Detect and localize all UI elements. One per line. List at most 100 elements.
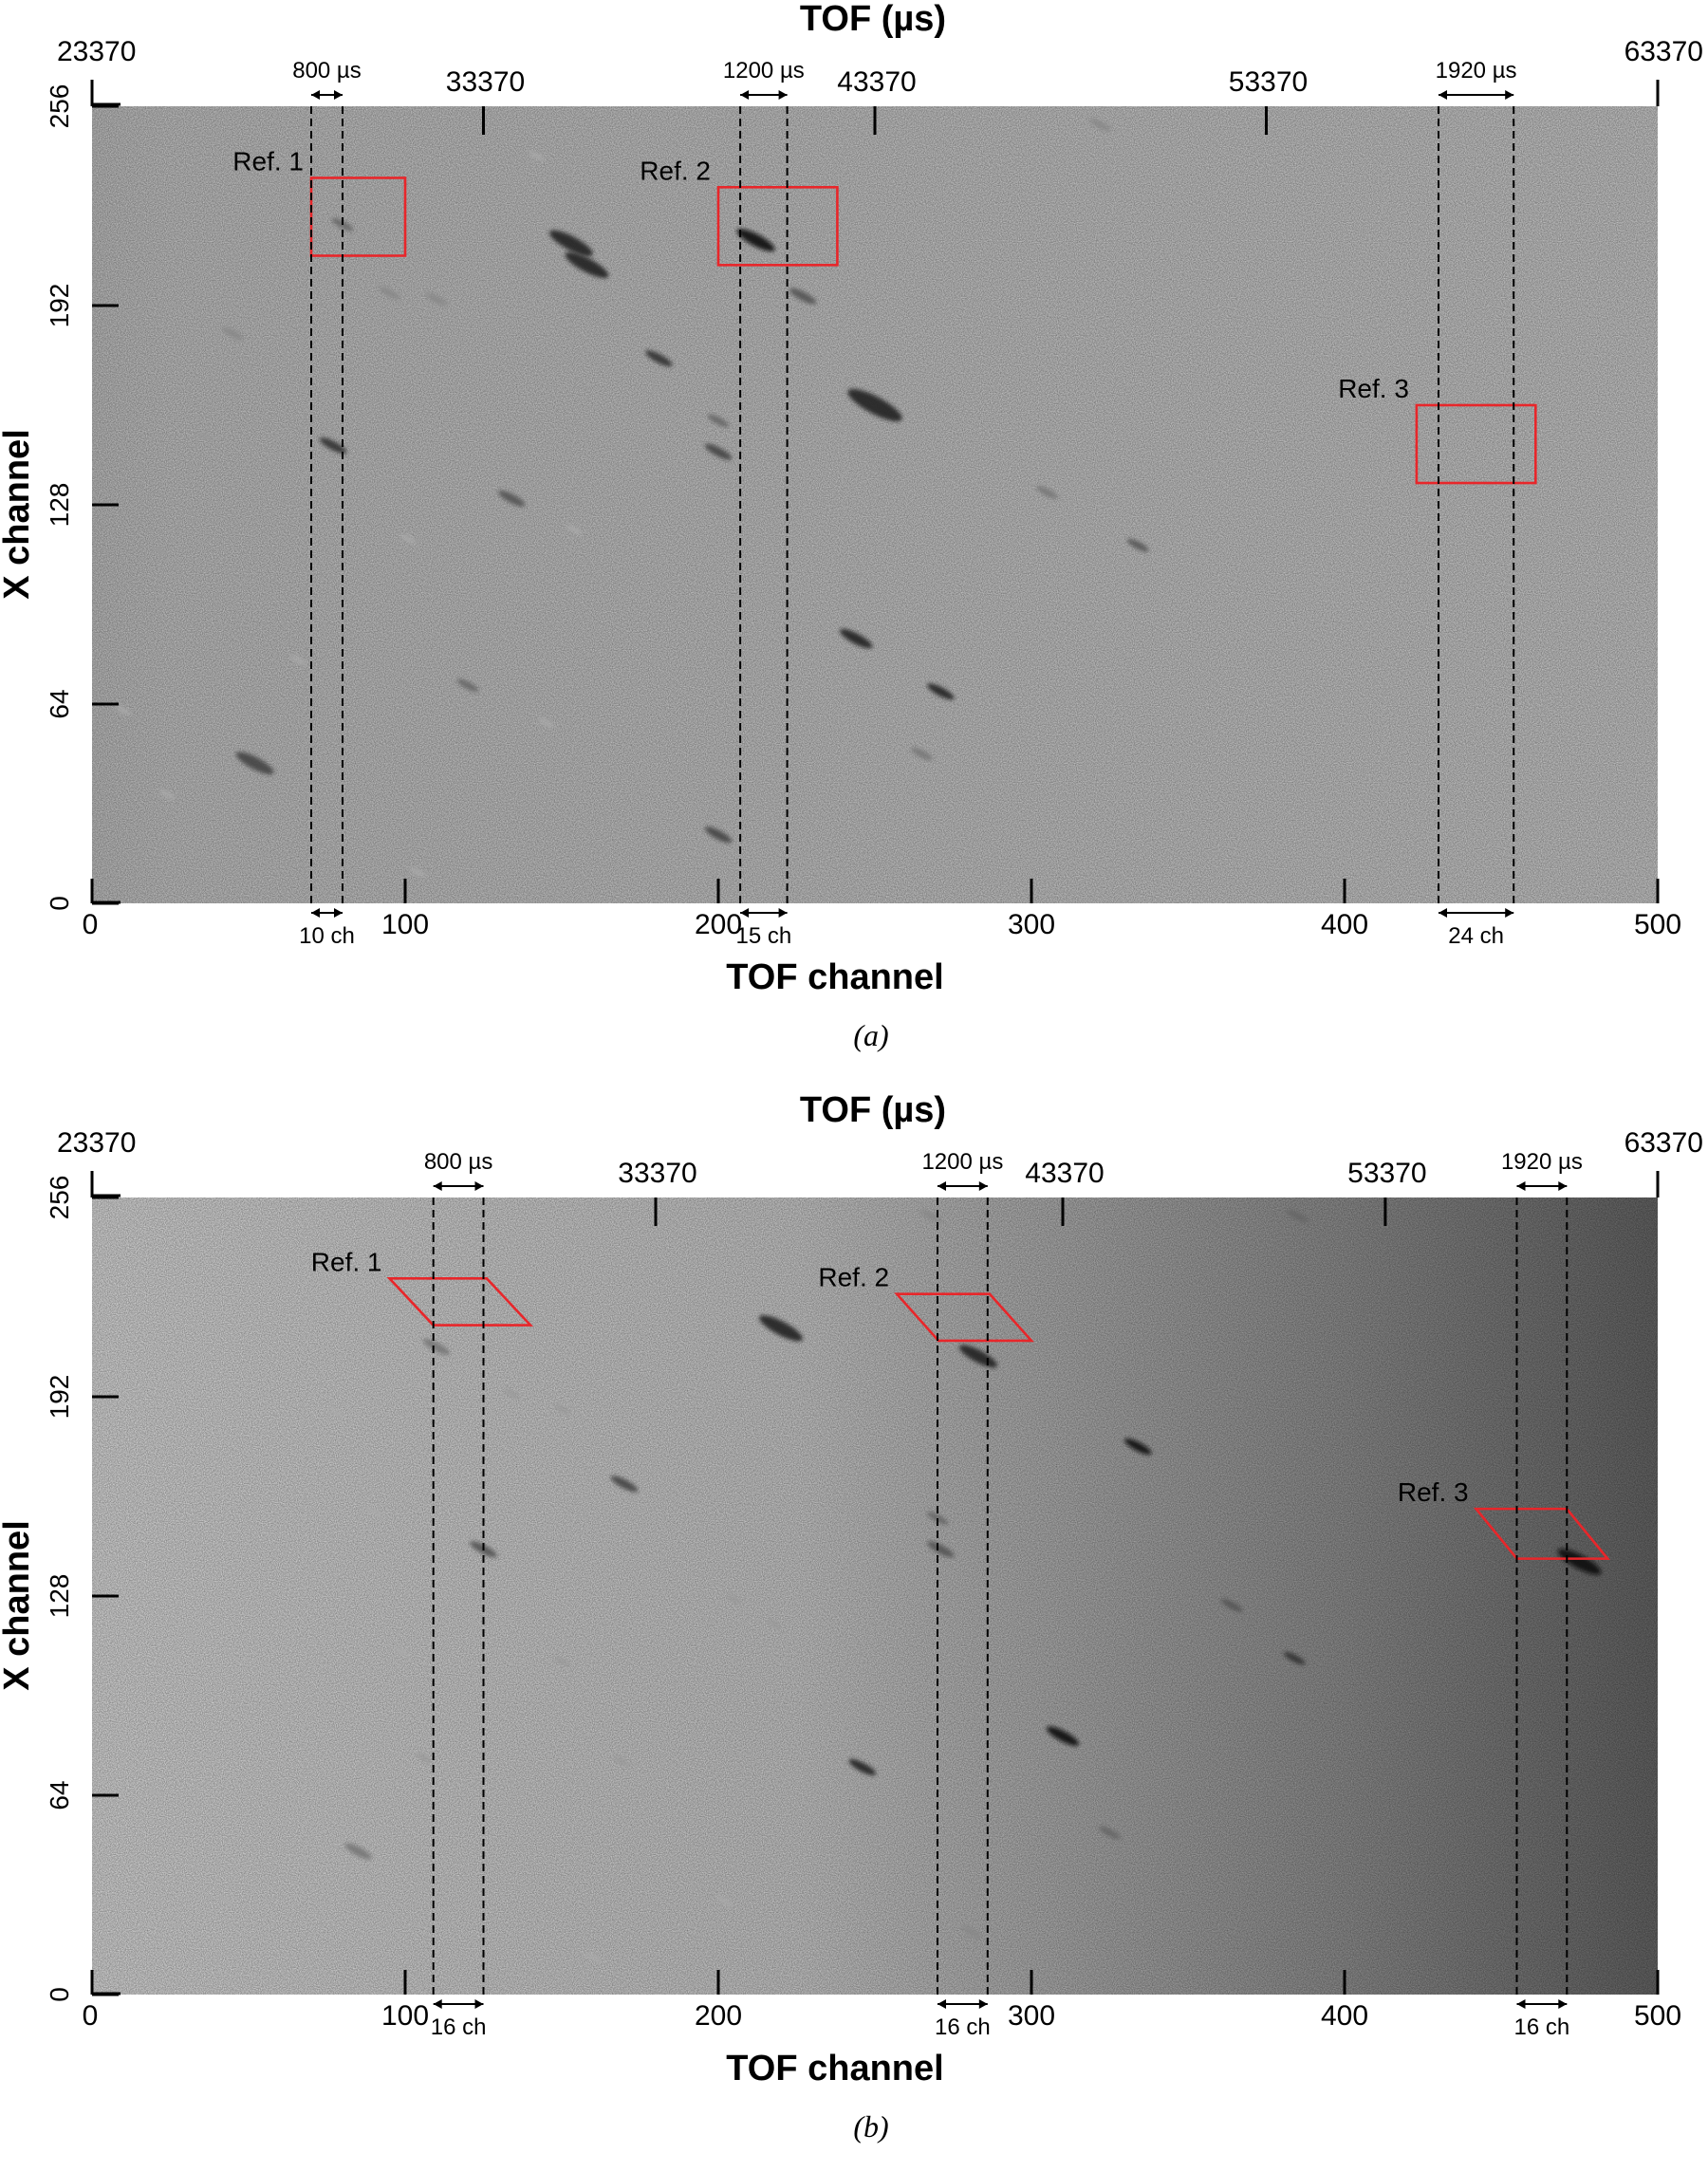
diffraction-spot: [196, 431, 214, 441]
arrowhead-right: [474, 1181, 484, 1191]
arrowhead-left: [1516, 1181, 1526, 1191]
tof-tick-label: 43370: [1025, 1158, 1104, 1189]
diffraction-spot: [549, 230, 593, 256]
diffraction-spot: [766, 1619, 783, 1629]
diffraction-spot: [1123, 1439, 1152, 1455]
diffraction-spot: [1089, 118, 1112, 132]
panel-caption: (a): [853, 1018, 888, 1052]
diffraction-spot: [716, 1896, 733, 1906]
left-axis-title: X channel: [0, 429, 37, 600]
arrowhead-left: [433, 1181, 442, 1191]
x-tick-label: 500: [1634, 909, 1681, 940]
diffraction-spot: [847, 389, 902, 421]
diffraction-spot: [379, 287, 400, 300]
diffraction-spot: [697, 106, 720, 107]
tof-width-label: 1920 µs: [1501, 1149, 1583, 1175]
panel-caption: (b): [853, 2109, 888, 2144]
diffraction-spot: [497, 490, 526, 507]
reference-annotations: Ref. 1 800 µs 16 ch Ref. 2 1200 µs 16 ch Ref. …: [311, 1149, 1610, 2040]
arrowhead-right: [778, 90, 788, 100]
diffraction-spot: [115, 705, 132, 715]
diffraction-spots: [146, 1185, 1602, 1962]
diffraction-spot: [645, 350, 673, 367]
reference-label: Ref. 3: [1338, 374, 1409, 403]
arrowhead-right: [1505, 908, 1514, 918]
diffraction-spot: [537, 717, 555, 728]
diffraction-spot: [290, 655, 307, 666]
diffraction-spot: [911, 747, 933, 761]
channel-width-label: 15 ch: [735, 923, 791, 949]
plot-noise: [92, 106, 1658, 903]
tof-width-label: 1200 µs: [723, 58, 805, 84]
arrowhead-left: [740, 908, 750, 918]
diffraction-spot: [235, 752, 274, 775]
tof-tick-label: 33370: [618, 1158, 696, 1189]
x-tick-label: 400: [1321, 2000, 1368, 2032]
arrowhead-right: [1558, 1181, 1568, 1191]
diffraction-spot: [422, 1339, 451, 1355]
reference-box: [1473, 1507, 1610, 1560]
y-tick-label: 128: [45, 483, 74, 528]
channel-width-label: 16 ch: [431, 2014, 487, 2040]
bottom-axis-title: TOF channel: [726, 2049, 943, 2088]
diffraction-spot: [1557, 1549, 1602, 1575]
diffraction-spot: [553, 1404, 570, 1415]
x-tick-label: 300: [1008, 909, 1055, 940]
y-tick-label: 256: [45, 1176, 74, 1220]
diffraction-spot: [789, 288, 817, 305]
channel-width-label: 16 ch: [935, 2014, 991, 2040]
reference-box: [1415, 403, 1537, 485]
diffraction-spot: [1099, 1826, 1121, 1840]
diffraction-spot: [344, 1843, 372, 1860]
reference-label: Ref. 1: [232, 146, 304, 176]
x-tick-label: 300: [1008, 2000, 1055, 2032]
arrowhead-left: [311, 90, 320, 100]
arrowhead-left: [311, 908, 320, 918]
diffraction-spot: [217, 84, 235, 98]
arrowhead-right: [474, 1999, 484, 2009]
arrowhead-left: [1439, 908, 1447, 918]
reference-label: Ref. 1: [311, 1247, 382, 1276]
tof-width-label: 1200 µs: [921, 1149, 1003, 1175]
diffraction-spot: [184, 1631, 201, 1642]
diffraction-spot: [1220, 1599, 1243, 1612]
channel-width-label: 16 ch: [1514, 2014, 1570, 2040]
diffraction-spot: [529, 151, 546, 161]
x-tick-label: 100: [381, 2000, 429, 2032]
arrowhead-left: [938, 1181, 946, 1191]
y-tick-label: 0: [45, 896, 74, 911]
diffraction-spot: [736, 229, 775, 251]
reference-box: [386, 1277, 533, 1327]
diffraction-spot: [1283, 1651, 1306, 1665]
diffraction-spot: [503, 1388, 520, 1399]
diffraction-spot: [158, 789, 176, 800]
tof-width-label: 800 µs: [424, 1149, 493, 1175]
tof-tick-label: 53370: [1347, 1158, 1426, 1189]
diffraction-spot: [960, 1925, 983, 1940]
x-tick-label: 0: [83, 909, 99, 940]
diffraction-spot: [613, 1755, 630, 1767]
diffraction-spot: [848, 1758, 877, 1775]
arrowhead-right: [334, 90, 343, 100]
diffraction-spot: [553, 1656, 570, 1667]
diffraction-spot: [319, 437, 347, 455]
diffraction-spot: [610, 1476, 639, 1493]
diffraction-spot: [416, 1753, 433, 1763]
panel-a: Ref. 1 800 µs 10 ch Ref. 2 1200 µs 15 ch Ref. …: [0, 0, 1703, 1052]
diffraction-spot: [409, 867, 426, 878]
diffraction-spot: [394, 1646, 411, 1658]
diffraction-spot: [566, 525, 583, 535]
arrowhead-right: [1505, 90, 1514, 100]
reference-label: Ref. 2: [818, 1263, 889, 1292]
channel-width-label: 24 ch: [1448, 923, 1504, 949]
y-tick-label: 256: [45, 84, 74, 129]
x-tick-label: 100: [381, 909, 429, 940]
diffraction-spot: [919, 1209, 942, 1223]
channel-width-label: 10 ch: [299, 923, 355, 949]
tof-width-label: 800 µs: [292, 58, 362, 84]
diffraction-spot: [318, 1185, 336, 1198]
diffraction-spot: [840, 628, 873, 649]
diffraction-spot: [565, 251, 609, 278]
diffraction-spot: [759, 1315, 803, 1342]
arrowhead-left: [938, 1999, 946, 2009]
